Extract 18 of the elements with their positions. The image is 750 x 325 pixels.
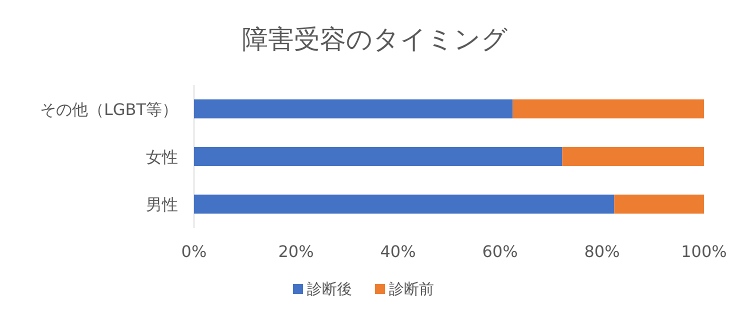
legend-label: 診断後	[307, 280, 352, 298]
bar	[194, 147, 562, 166]
x-tick-label: 20%	[278, 242, 314, 261]
legend-label: 診断前	[389, 280, 434, 298]
chart-title: 障害受容のタイミング	[242, 25, 508, 55]
bar	[562, 147, 704, 166]
y-tick-label: 女性	[146, 148, 178, 166]
bar	[194, 194, 614, 214]
x-tick-label: 0%	[181, 242, 207, 261]
bar	[194, 99, 513, 118]
bar	[512, 99, 704, 118]
bar	[614, 194, 704, 214]
x-tick-label: 40%	[380, 242, 416, 261]
y-tick-label: その他（LGBT等）	[40, 100, 178, 119]
x-tick-label: 60%	[482, 242, 518, 261]
y-tick-label: 男性	[146, 195, 178, 214]
x-tick-label: 80%	[584, 242, 620, 261]
x-tick-label: 100%	[681, 242, 727, 261]
